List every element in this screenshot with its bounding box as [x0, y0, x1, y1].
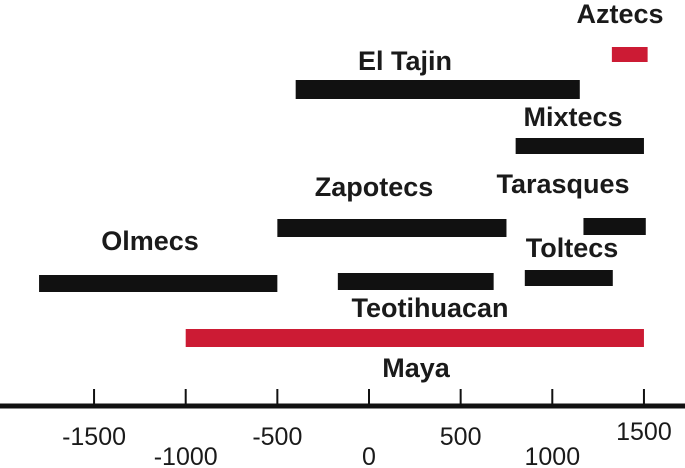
period-label: Teotihuacan — [351, 293, 508, 323]
period-label: El Tajin — [358, 46, 452, 76]
period-label: Zapotecs — [315, 172, 434, 202]
x-tick-label: 500 — [440, 423, 482, 451]
period-label: Toltecs — [526, 233, 619, 263]
period-bar — [611, 47, 648, 62]
x-axis-ticks: -1500 -1000 -500 0 500 1000 1500 — [62, 389, 672, 468]
x-tick-label: -500 — [252, 423, 302, 451]
x-tick-label: -1500 — [62, 423, 126, 451]
x-tick-label: -1000 — [154, 443, 218, 468]
period-label: Tarasques — [496, 169, 629, 199]
period-bar — [583, 218, 646, 235]
x-tick-label: 1500 — [616, 418, 672, 446]
period-bar — [295, 80, 580, 99]
period-label: Maya — [382, 353, 451, 383]
x-tick-label: 0 — [362, 443, 376, 468]
period-label: Aztecs — [576, 0, 663, 29]
period-bar — [515, 138, 644, 154]
period-bar — [185, 329, 644, 347]
period-bar — [524, 270, 613, 286]
period-bar — [277, 219, 507, 237]
period-bars — [39, 47, 648, 347]
x-tick-label: 1000 — [524, 443, 580, 468]
period-label: Mixtecs — [523, 102, 622, 132]
period-bar — [337, 273, 494, 290]
period-bar — [39, 275, 278, 292]
period-labels: Aztecs El Tajin Mixtecs Zapotecs Tarasques Ol… — [101, 0, 663, 383]
period-label: Olmecs — [101, 226, 199, 256]
